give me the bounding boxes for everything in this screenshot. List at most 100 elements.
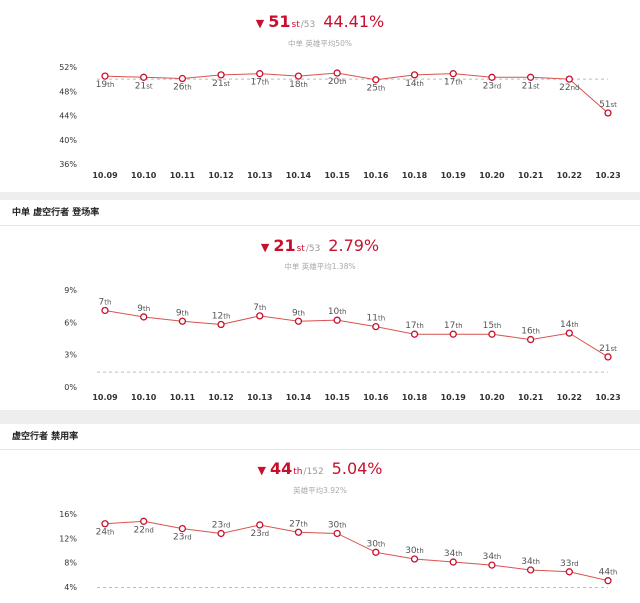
data-point bbox=[217, 71, 225, 79]
point-rank-label: 7th bbox=[99, 297, 112, 307]
data-point bbox=[604, 109, 612, 117]
x-tick-label: 10.12 bbox=[208, 393, 233, 402]
data-point bbox=[410, 330, 419, 338]
y-tick-label: 16% bbox=[59, 510, 77, 519]
data-point bbox=[526, 335, 535, 344]
data-point bbox=[333, 69, 341, 77]
data-point bbox=[449, 70, 457, 78]
pick-rate-value: 2.79% bbox=[328, 236, 380, 255]
data-point bbox=[410, 71, 419, 79]
y-tick-label: 0% bbox=[64, 383, 77, 392]
x-tick-label: 10.15 bbox=[324, 171, 350, 180]
x-tick-label: 10.18 bbox=[402, 171, 428, 180]
rank-total: /152 bbox=[303, 467, 324, 477]
data-point bbox=[256, 521, 264, 529]
point-rank-label: 21st bbox=[212, 79, 230, 89]
data-point bbox=[604, 353, 612, 361]
y-tick-label: 12% bbox=[59, 534, 77, 543]
point-rank-label: 21st bbox=[135, 81, 153, 91]
x-tick-label: 10.22 bbox=[557, 393, 582, 402]
down-triangle-icon: ▼ bbox=[260, 241, 270, 254]
point-rank-label: 15th bbox=[483, 321, 502, 331]
point-rank-label: 22nd bbox=[134, 525, 154, 535]
x-tick-label: 10.12 bbox=[208, 171, 233, 180]
rank-suffix: th bbox=[293, 467, 303, 477]
win-rate-panel: ▼ 51st/53 44.41% 中单 英雄平均50% 52% 48% 44% 40% 36… bbox=[0, 0, 640, 192]
data-point bbox=[333, 529, 341, 538]
data-point bbox=[101, 72, 109, 80]
point-rank-label: 30th bbox=[328, 520, 347, 530]
y-tick-label: 52% bbox=[59, 63, 77, 72]
x-tick-label: 10.11 bbox=[170, 393, 196, 402]
data-point bbox=[140, 73, 148, 81]
data-point bbox=[178, 317, 187, 325]
rank-suffix: st bbox=[296, 244, 305, 254]
data-point bbox=[604, 577, 612, 585]
x-tick-label: 10.13 bbox=[247, 171, 272, 180]
point-rank-label: 23rd bbox=[212, 520, 231, 530]
data-point bbox=[178, 74, 187, 83]
rank-value: 44 bbox=[269, 459, 293, 478]
pick-rate-section-title: 中单 虚空行者 登场率 bbox=[0, 200, 640, 226]
point-rank-label: 23rd bbox=[483, 81, 502, 91]
point-rank-label: 14th bbox=[405, 79, 424, 89]
point-rank-label: 17th bbox=[405, 321, 424, 331]
x-tick-label: 10.14 bbox=[286, 171, 312, 180]
data-point bbox=[217, 320, 225, 329]
data-point bbox=[101, 306, 109, 315]
data-point bbox=[372, 548, 380, 556]
x-tick-label: 10.16 bbox=[363, 393, 389, 402]
point-rank-label: 22nd bbox=[559, 83, 579, 93]
data-point bbox=[526, 566, 535, 574]
x-tick-label: 10.09 bbox=[92, 393, 118, 402]
point-rank-label: 11th bbox=[367, 314, 386, 324]
data-point bbox=[565, 568, 573, 576]
point-rank-label: 10th bbox=[328, 307, 347, 317]
series-line bbox=[104, 309, 609, 358]
data-point bbox=[565, 329, 573, 337]
point-rank-label: 20th bbox=[328, 77, 347, 87]
ban-rate-section-title: 虚空行者 禁用率 bbox=[0, 424, 640, 450]
point-rank-label: 23rd bbox=[250, 529, 269, 539]
data-point bbox=[140, 517, 148, 525]
data-point bbox=[449, 330, 457, 338]
point-rank-label: 18th bbox=[289, 80, 308, 90]
data-point bbox=[449, 558, 457, 566]
rank-value: 51 bbox=[268, 12, 291, 31]
data-point bbox=[565, 75, 573, 83]
point-rank-label: 27th bbox=[289, 519, 308, 529]
point-rank-label: 14th bbox=[560, 320, 579, 330]
point-rank-label: 7th bbox=[253, 303, 266, 313]
ban-rate-average-label: 英雄平均3.92% bbox=[293, 486, 347, 495]
y-tick-label: 3% bbox=[64, 351, 77, 360]
point-rank-label: 23rd bbox=[173, 533, 192, 543]
point-rank-label: 24th bbox=[96, 528, 115, 538]
data-point bbox=[372, 322, 380, 331]
rank-suffix: st bbox=[291, 20, 300, 30]
x-tick-label: 10.16 bbox=[363, 171, 389, 180]
down-triangle-icon: ▼ bbox=[255, 17, 265, 30]
data-point bbox=[294, 317, 303, 325]
point-rank-label: 21st bbox=[599, 344, 617, 354]
point-rank-label: 30th bbox=[367, 539, 386, 549]
point-rank-label: 17th bbox=[444, 321, 463, 331]
win-rate-average-label: 中单 英雄平均50% bbox=[287, 39, 353, 48]
x-tick-label: 10.20 bbox=[479, 393, 505, 402]
x-tick-label: 10.11 bbox=[170, 171, 196, 180]
point-rank-label: 17th bbox=[444, 78, 463, 88]
rank-total: /53 bbox=[300, 20, 316, 30]
data-point bbox=[488, 330, 496, 338]
point-rank-label: 44th bbox=[599, 568, 618, 578]
x-tick-label: 10.21 bbox=[518, 393, 544, 402]
x-tick-label: 10.13 bbox=[247, 393, 272, 402]
data-point bbox=[256, 70, 264, 78]
data-point bbox=[488, 73, 496, 81]
point-rank-label: 30th bbox=[405, 546, 424, 556]
y-tick-label: 44% bbox=[59, 112, 77, 121]
x-tick-label: 10.19 bbox=[441, 171, 467, 180]
x-tick-label: 10.10 bbox=[131, 171, 157, 180]
win-rate-chart: 52% 48% 44% 40% 36% 10.09 10.10 10.11 10.12 10.13… bbox=[59, 63, 620, 180]
point-rank-label: 26th bbox=[173, 83, 192, 93]
series-line bbox=[104, 72, 609, 114]
x-tick-label: 10.18 bbox=[402, 393, 428, 402]
